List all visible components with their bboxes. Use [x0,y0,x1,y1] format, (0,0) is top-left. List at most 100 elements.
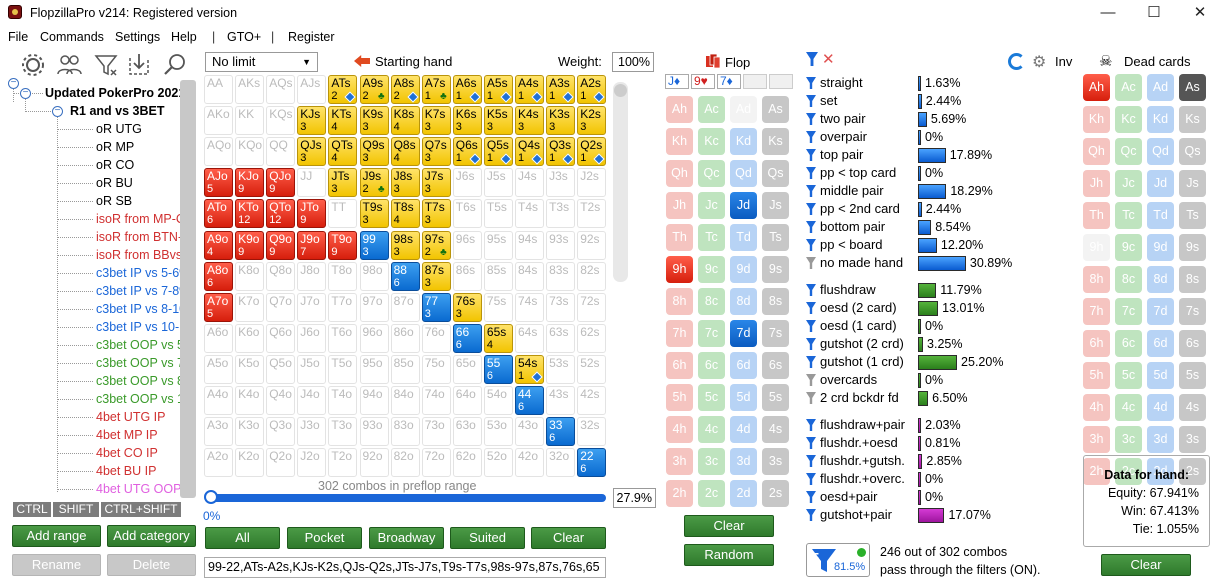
dead-card-7s[interactable]: 7s [1179,298,1206,325]
clear-range-button[interactable]: Clear [531,527,606,549]
hand-cell[interactable]: A2s 1 [577,75,607,104]
hand-cell[interactable]: A6s 1 [452,75,482,104]
hand-cell[interactable]: A3o [204,417,233,447]
dead-card-9h[interactable]: 9h [1083,234,1110,261]
filter-funnel-icon[interactable] [806,419,816,431]
hand-cell[interactable]: 87o [390,292,420,322]
hand-cell[interactable]: 63s [546,323,576,353]
hand-cell[interactable]: 53o [483,417,513,447]
hand-cell[interactable]: J3s [546,168,576,198]
flop-card-9s[interactable]: 9s [762,256,789,283]
add-range-button[interactable]: Add range [12,525,101,547]
dead-card-Qc[interactable]: Qc [1115,138,1142,165]
hand-cell[interactable]: T8s 4 [390,199,420,229]
hand-cell[interactable]: J4o [297,386,327,415]
flop-card-Tc[interactable]: Tc [698,224,725,251]
filter-funnel-icon[interactable] [806,320,816,332]
hand-cell[interactable]: Q8s 4 [390,137,420,167]
minimize-button[interactable]: — [1100,4,1116,21]
dead-card-Td[interactable]: Td [1147,202,1174,229]
hand-cell[interactable]: J7s 3 [421,168,451,198]
dead-card-Jh[interactable]: Jh [1083,170,1110,197]
collapse-icon[interactable]: − [52,106,63,117]
dead-card-Js[interactable]: Js [1179,170,1206,197]
tree-item[interactable]: c3bet IP vs 8-10 [96,302,187,316]
hand-cell[interactable]: J2s [577,168,607,198]
ctrl-tab[interactable]: CTRL [13,502,51,517]
hand-cell[interactable]: 66 6 [452,323,482,353]
filter-funnel-icon[interactable] [806,149,816,161]
hand-cell[interactable]: 97o [359,292,389,322]
filter-funnel-icon[interactable] [806,239,816,251]
flop-card-Ts[interactable]: Ts [762,224,789,251]
filter-funnel-icon[interactable] [806,338,816,350]
dead-card-9c[interactable]: 9c [1115,234,1142,261]
hand-cell[interactable]: A7s 1 ♣ [421,75,451,104]
dead-card-4d[interactable]: 4d [1147,394,1174,421]
filter-funnel-icon[interactable] [806,437,816,449]
dead-card-4c[interactable]: 4c [1115,394,1142,421]
shift-tab[interactable]: SHIFT [53,502,99,517]
dead-card-3s[interactable]: 3s [1179,426,1206,453]
filter-funnel-icon[interactable] [806,167,816,179]
tree-item[interactable]: isoR from BTN-B [96,230,191,244]
hand-cell[interactable]: J2o [297,448,327,478]
hand-cell[interactable]: 32s [577,417,607,447]
hand-cell[interactable]: KK [235,106,265,136]
pocket-button[interactable]: Pocket [287,527,362,549]
hand-cell[interactable]: Q9s 3 [359,137,389,167]
hand-cell[interactable]: T2s [577,199,607,229]
hand-cell[interactable]: JTs 3 [328,168,358,198]
flop-card-2d[interactable]: 2d [730,480,757,507]
flop-card-Qh[interactable]: Qh [666,160,693,187]
dead-card-Ac[interactable]: Ac [1115,74,1142,101]
dead-card-Ts[interactable]: Ts [1179,202,1206,229]
dead-card-6s[interactable]: 6s [1179,330,1206,357]
filter-label[interactable]: gutshot (2 crd) [820,336,904,351]
flop-slot[interactable]: J♦ [665,74,689,89]
hand-cell[interactable]: 76s 3 [452,292,482,322]
hand-cell[interactable]: K7s 3 [421,106,451,136]
hand-cell[interactable]: T4s [515,199,544,229]
dead-card-5c[interactable]: 5c [1115,362,1142,389]
hand-cell[interactable]: 95o [359,354,389,384]
hand-cell[interactable]: K4s 3 [515,106,544,136]
hand-cell[interactable]: K9s 3 [359,106,389,136]
flop-card-6c[interactable]: 6c [698,352,725,379]
hand-cell[interactable]: 94o [359,386,389,415]
hand-cell[interactable]: 93o [359,417,389,447]
dead-card-Qh[interactable]: Qh [1083,138,1110,165]
range-slider-track[interactable] [210,494,606,502]
hand-cell[interactable]: A4o [204,386,233,415]
menu-commands[interactable]: Commands [40,30,104,44]
hand-cell[interactable]: KTs 4 [328,106,358,136]
hand-cell[interactable]: 42s [577,386,607,415]
tree-item[interactable]: c3bet OOP vs 12 [96,392,191,406]
hand-cell[interactable]: Q5s 1 [483,137,513,167]
hand-cell[interactable]: TT [328,199,358,229]
flop-card-Td[interactable]: Td [730,224,757,251]
flop-card-Jh[interactable]: Jh [666,192,693,219]
flop-card-Kc[interactable]: Kc [698,128,725,155]
filter-label[interactable]: straight [820,75,863,90]
dead-card-2s[interactable]: 2s [1179,458,1206,485]
hand-cell[interactable]: J3o [297,417,327,447]
flop-card-6h[interactable]: 6h [666,352,693,379]
filter-funnel-icon[interactable] [806,374,816,386]
flop-card-Ks[interactable]: Ks [762,128,789,155]
hand-cell[interactable]: T3o [328,417,358,447]
hand-cell[interactable]: J8s 3 [390,168,420,198]
flop-card-7c[interactable]: 7c [698,320,725,347]
filter-label[interactable]: flushdraw [820,282,876,297]
hand-cell[interactable]: J7o [297,292,327,322]
range-percent-input[interactable]: 27.9% [613,488,656,508]
search-icon[interactable] [162,52,188,78]
filter-label[interactable]: bottom pair [820,219,886,234]
hand-cell[interactable]: J4s [515,168,544,198]
hand-cell[interactable]: 54s 1 [515,354,544,384]
filter-label[interactable]: gutshot (1 crd) [820,354,904,369]
flop-slot[interactable] [743,74,767,89]
hand-cell[interactable]: 74s [515,292,544,322]
flop-slot[interactable]: 7♦ [717,74,741,89]
tree-item[interactable]: 4bet UTG OOP [96,482,182,496]
